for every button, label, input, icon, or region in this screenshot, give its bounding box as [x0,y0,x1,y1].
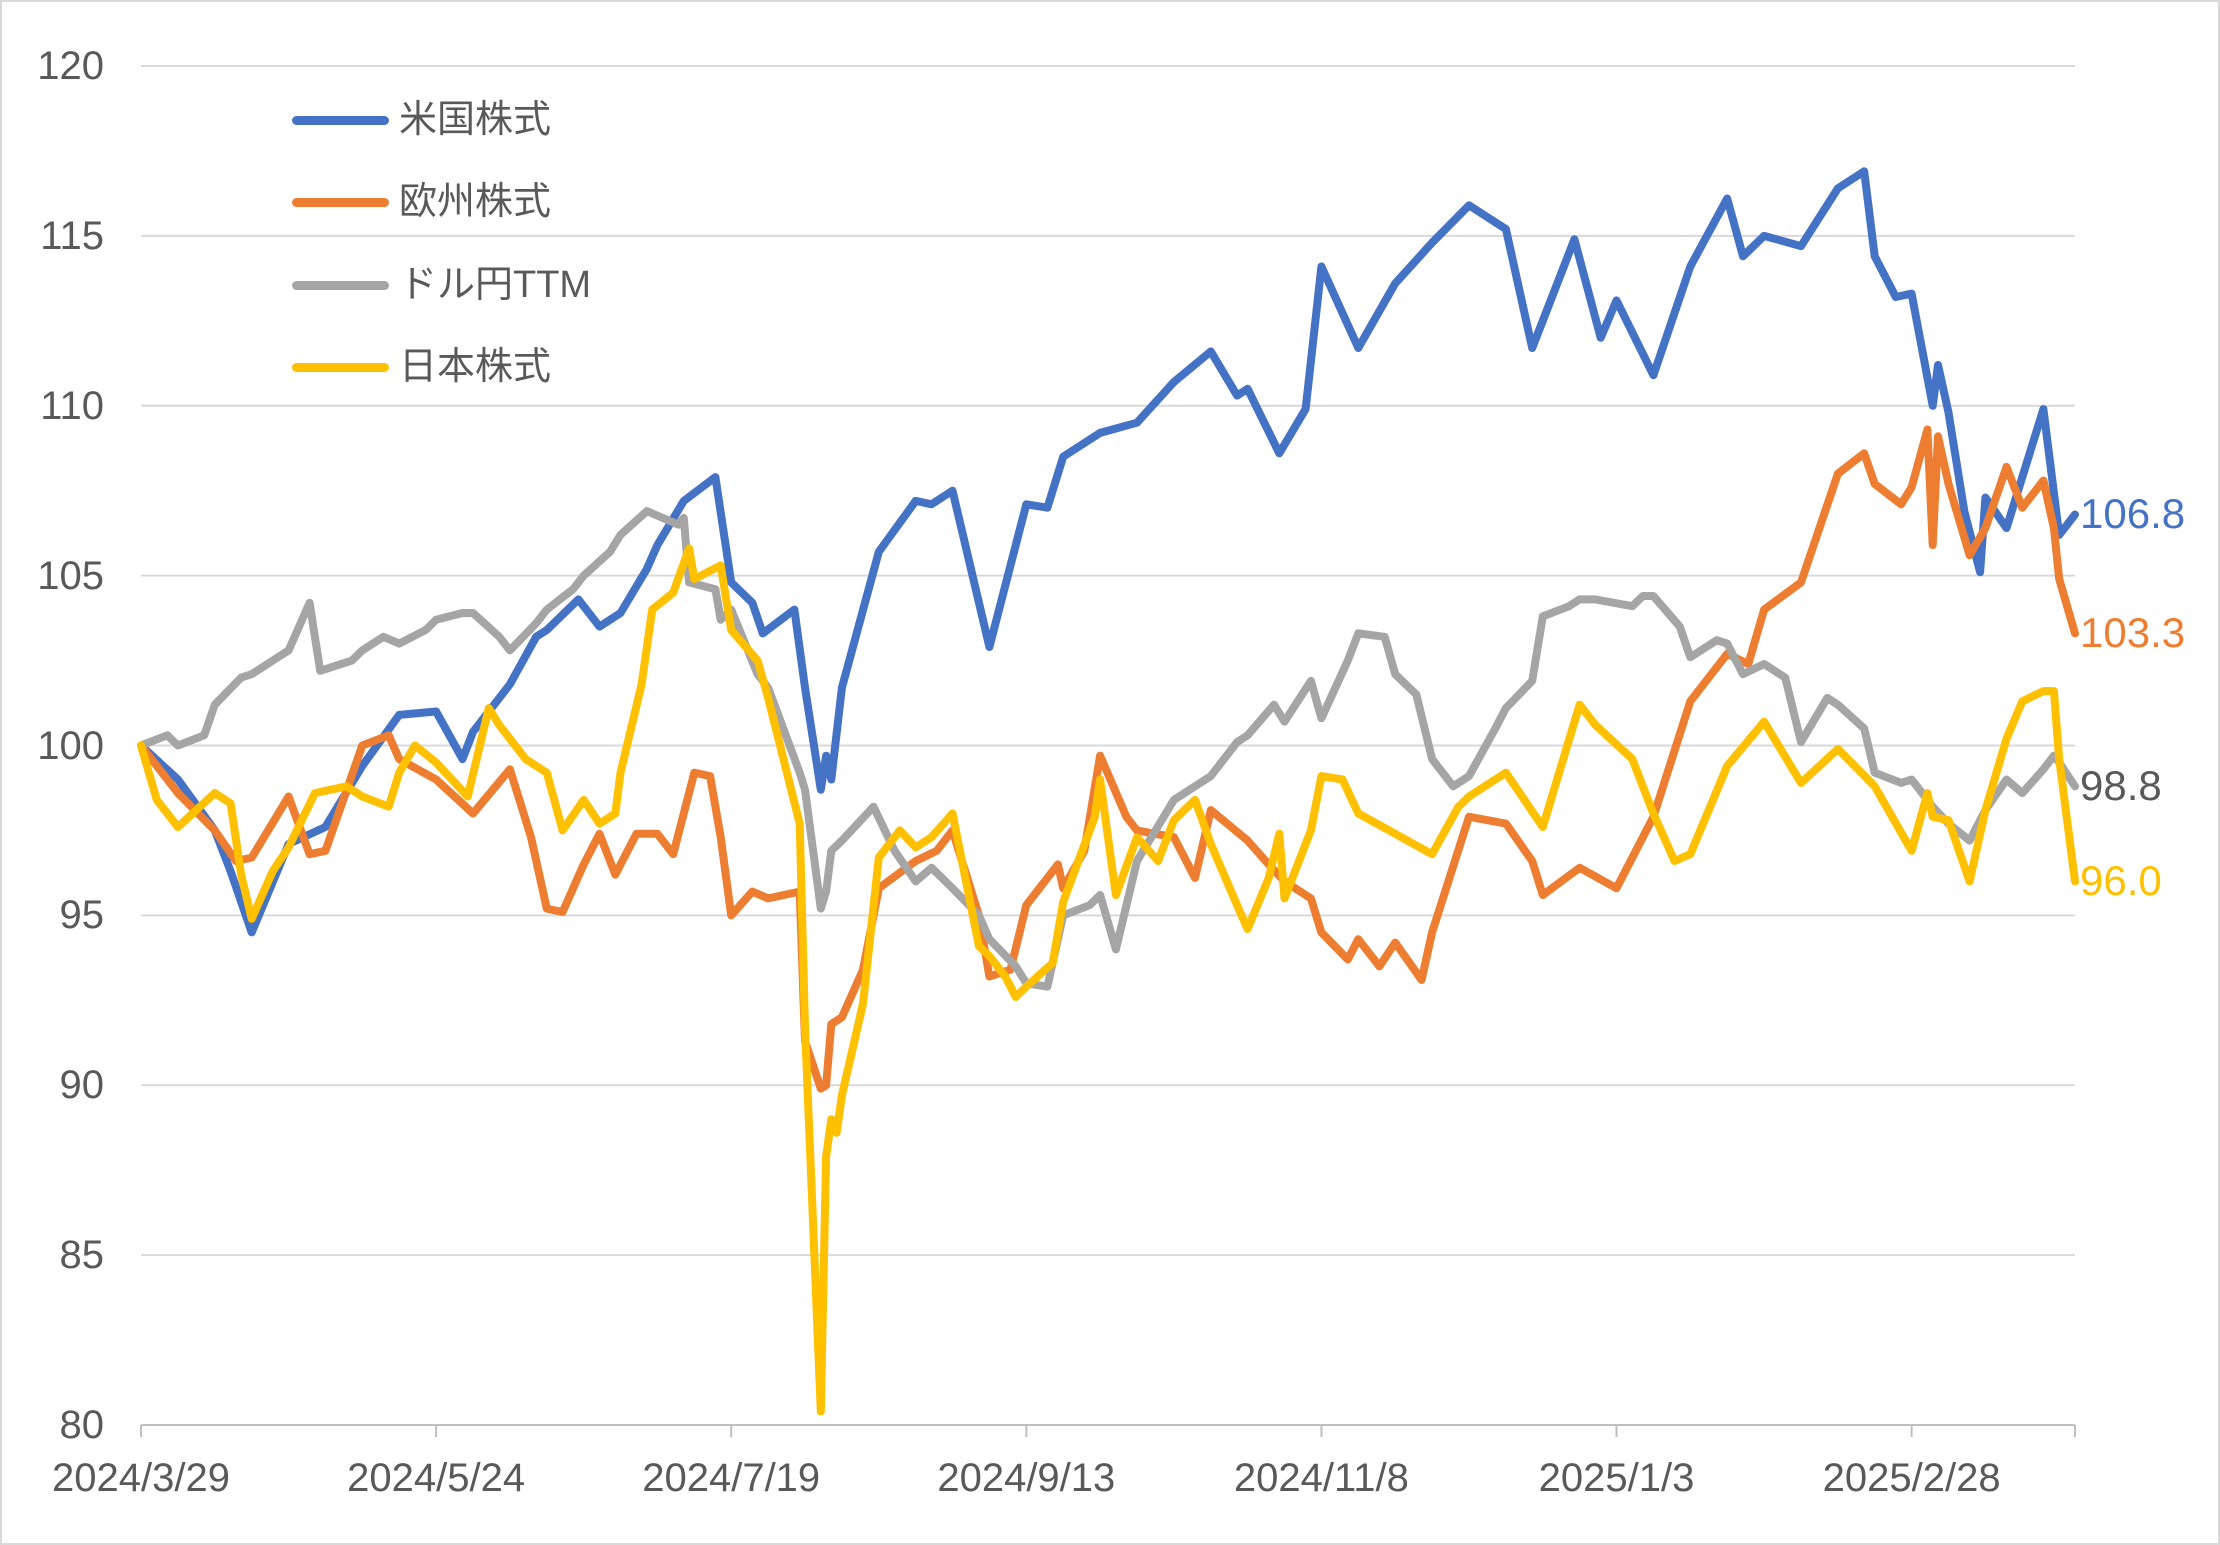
x-axis-tick-label: 2024/11/8 [1233,1456,1409,1500]
series-lines [137,167,2079,1416]
series-line [137,507,2079,991]
y-axis-tick-label: 100 [37,723,104,768]
legend-item-usdjpy-ttm: ドル円TTM [292,263,591,307]
x-axis-tick-label: 2025/1/3 [1538,1456,1695,1500]
series-end-label-europe-equity: 103.3 [2080,609,2186,657]
legend-label: 米国株式 [399,99,552,141]
legend-label: 欧州株式 [399,181,552,223]
legend-line-swatch [292,362,389,372]
legend-line-swatch [292,197,389,207]
series-end-label-us-equity: 106.8 [2080,490,2186,538]
x-axis [140,1424,2076,1437]
legend-line-swatch [292,115,389,125]
x-axis-tick-label: 2024/9/13 [937,1456,1116,1500]
y-axis-tick-label: 85 [59,1233,105,1278]
y-axis-tick-label: 120 [37,44,104,88]
x-axis-tick-label: 2024/5/24 [347,1456,526,1500]
series-end-label-usdjpy-ttm: 98.8 [2080,762,2162,810]
y-axis-tick-label: 105 [37,553,104,598]
y-axis-tick-label: 95 [59,893,105,938]
y-axis-tick-label: 90 [59,1063,105,1108]
legend-item-us-equity: 米国株式 [292,98,551,142]
y-axis-tick-label: 110 [40,383,104,428]
series-line [137,544,2079,1416]
series-line [137,167,2079,937]
legend-line-swatch [292,280,389,290]
x-axis-tick-label: 2024/7/19 [642,1456,821,1500]
y-axis-tick-label: 115 [40,213,104,258]
y-axis-tick-label: 80 [59,1403,105,1447]
legend-item-japan-equity: 日本株式 [292,345,551,389]
x-axis-tick-label: 2024/3/29 [52,1456,230,1500]
series-end-label-japan-equity: 96.0 [2080,857,2162,905]
legend-label: 日本株式 [399,346,552,388]
x-axis-tick-label: 2025/2/28 [1822,1456,2001,1500]
legend-label: ドル円TTM [399,264,592,306]
legend-item-europe-equity: 欧州株式 [292,180,551,224]
